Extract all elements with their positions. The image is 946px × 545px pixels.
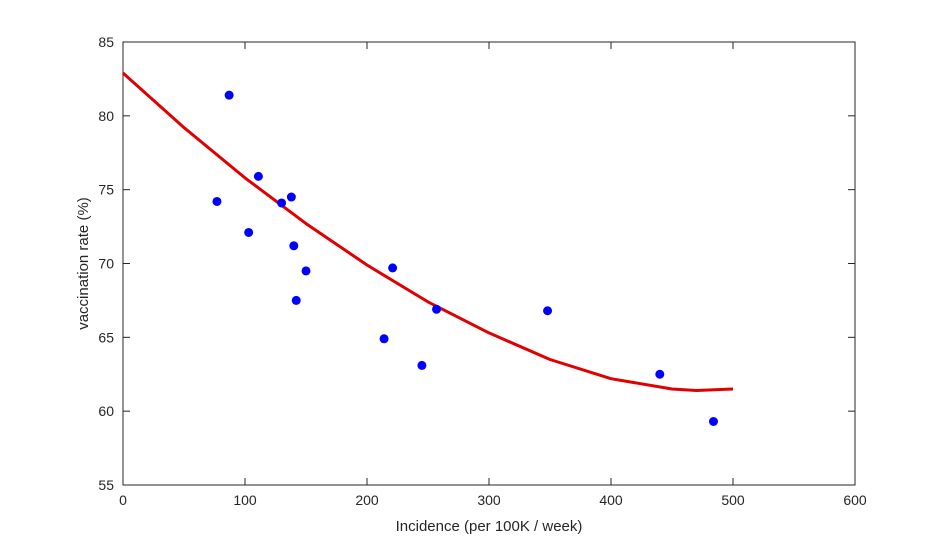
data-point <box>388 263 398 273</box>
y-axis-label: vaccination rate (%) <box>75 197 92 330</box>
data-point <box>379 334 389 344</box>
data-point <box>301 266 311 276</box>
data-point <box>417 360 427 370</box>
x-tick-label: 400 <box>599 492 623 508</box>
data-point <box>224 90 234 100</box>
data-point <box>277 198 287 208</box>
data-point <box>432 304 442 314</box>
data-point <box>291 295 301 305</box>
data-point <box>253 171 263 181</box>
x-tick-label: 0 <box>119 492 127 508</box>
x-tick-label: 200 <box>355 492 379 508</box>
data-point <box>708 417 718 427</box>
fit-curve-line <box>121 71 734 392</box>
plot-area <box>122 41 856 486</box>
fit-curves <box>121 71 734 392</box>
x-tick-label: 500 <box>721 492 745 508</box>
y-tick-label: 70 <box>98 256 114 272</box>
y-tick-label: 65 <box>98 329 114 345</box>
data-point <box>655 369 665 379</box>
y-axis-ticks: 55 60 65 70 75 80 85 <box>98 34 855 493</box>
x-tick-label: 600 <box>843 492 867 508</box>
data-point <box>286 192 296 202</box>
x-axis-ticks: 0 100 200 300 400 500 600 <box>119 42 867 508</box>
y-tick-label: 60 <box>98 403 114 419</box>
data-points <box>212 90 718 427</box>
x-tick-label: 100 <box>233 492 257 508</box>
x-tick-label: 300 <box>477 492 501 508</box>
x-axis-label: Incidence (per 100K / week) <box>396 518 583 535</box>
data-point <box>244 227 254 237</box>
y-tick-label: 55 <box>98 477 114 493</box>
data-point <box>543 306 553 316</box>
y-tick-label: 75 <box>98 182 114 198</box>
data-point <box>212 196 222 206</box>
data-point <box>289 241 299 251</box>
y-tick-label: 80 <box>98 108 114 124</box>
y-tick-label: 85 <box>98 34 114 50</box>
